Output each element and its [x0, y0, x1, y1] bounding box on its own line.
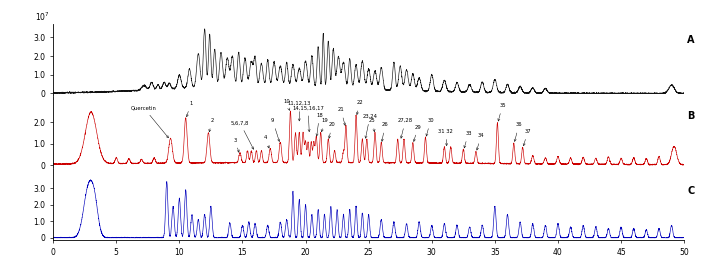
Text: 26: 26 [381, 123, 389, 141]
Text: 19: 19 [321, 118, 328, 132]
Text: 3: 3 [233, 137, 239, 152]
Text: 25: 25 [369, 118, 376, 132]
Text: 1: 1 [186, 101, 192, 117]
Text: 22: 22 [357, 100, 363, 114]
Text: Quercetin: Quercetin [130, 105, 169, 138]
Text: 29: 29 [413, 125, 421, 141]
Text: 2: 2 [208, 118, 214, 132]
Text: 10: 10 [284, 99, 290, 110]
Text: 14,15,16,17: 14,15,16,17 [292, 105, 324, 132]
Text: 23,24: 23,24 [362, 114, 377, 138]
Text: 37: 37 [523, 129, 531, 146]
Text: 30: 30 [426, 118, 434, 136]
Text: B: B [687, 112, 695, 122]
Text: 5,6,7,8: 5,6,7,8 [230, 120, 254, 149]
Text: A: A [687, 35, 695, 45]
Text: 20: 20 [328, 123, 335, 138]
Text: 33: 33 [464, 131, 471, 148]
Text: C: C [687, 186, 695, 196]
Text: 11,12,13: 11,12,13 [288, 101, 311, 121]
Text: 27,28: 27,28 [398, 118, 413, 138]
Text: $10^7$: $10^7$ [35, 11, 50, 23]
Text: 4: 4 [264, 135, 269, 148]
Text: 21: 21 [337, 107, 345, 125]
Text: 35: 35 [498, 103, 506, 121]
Text: 9: 9 [271, 118, 280, 141]
Text: 34: 34 [476, 133, 484, 150]
Text: 31 32: 31 32 [438, 129, 453, 146]
Text: 18: 18 [316, 113, 323, 136]
Text: 36: 36 [514, 123, 522, 141]
